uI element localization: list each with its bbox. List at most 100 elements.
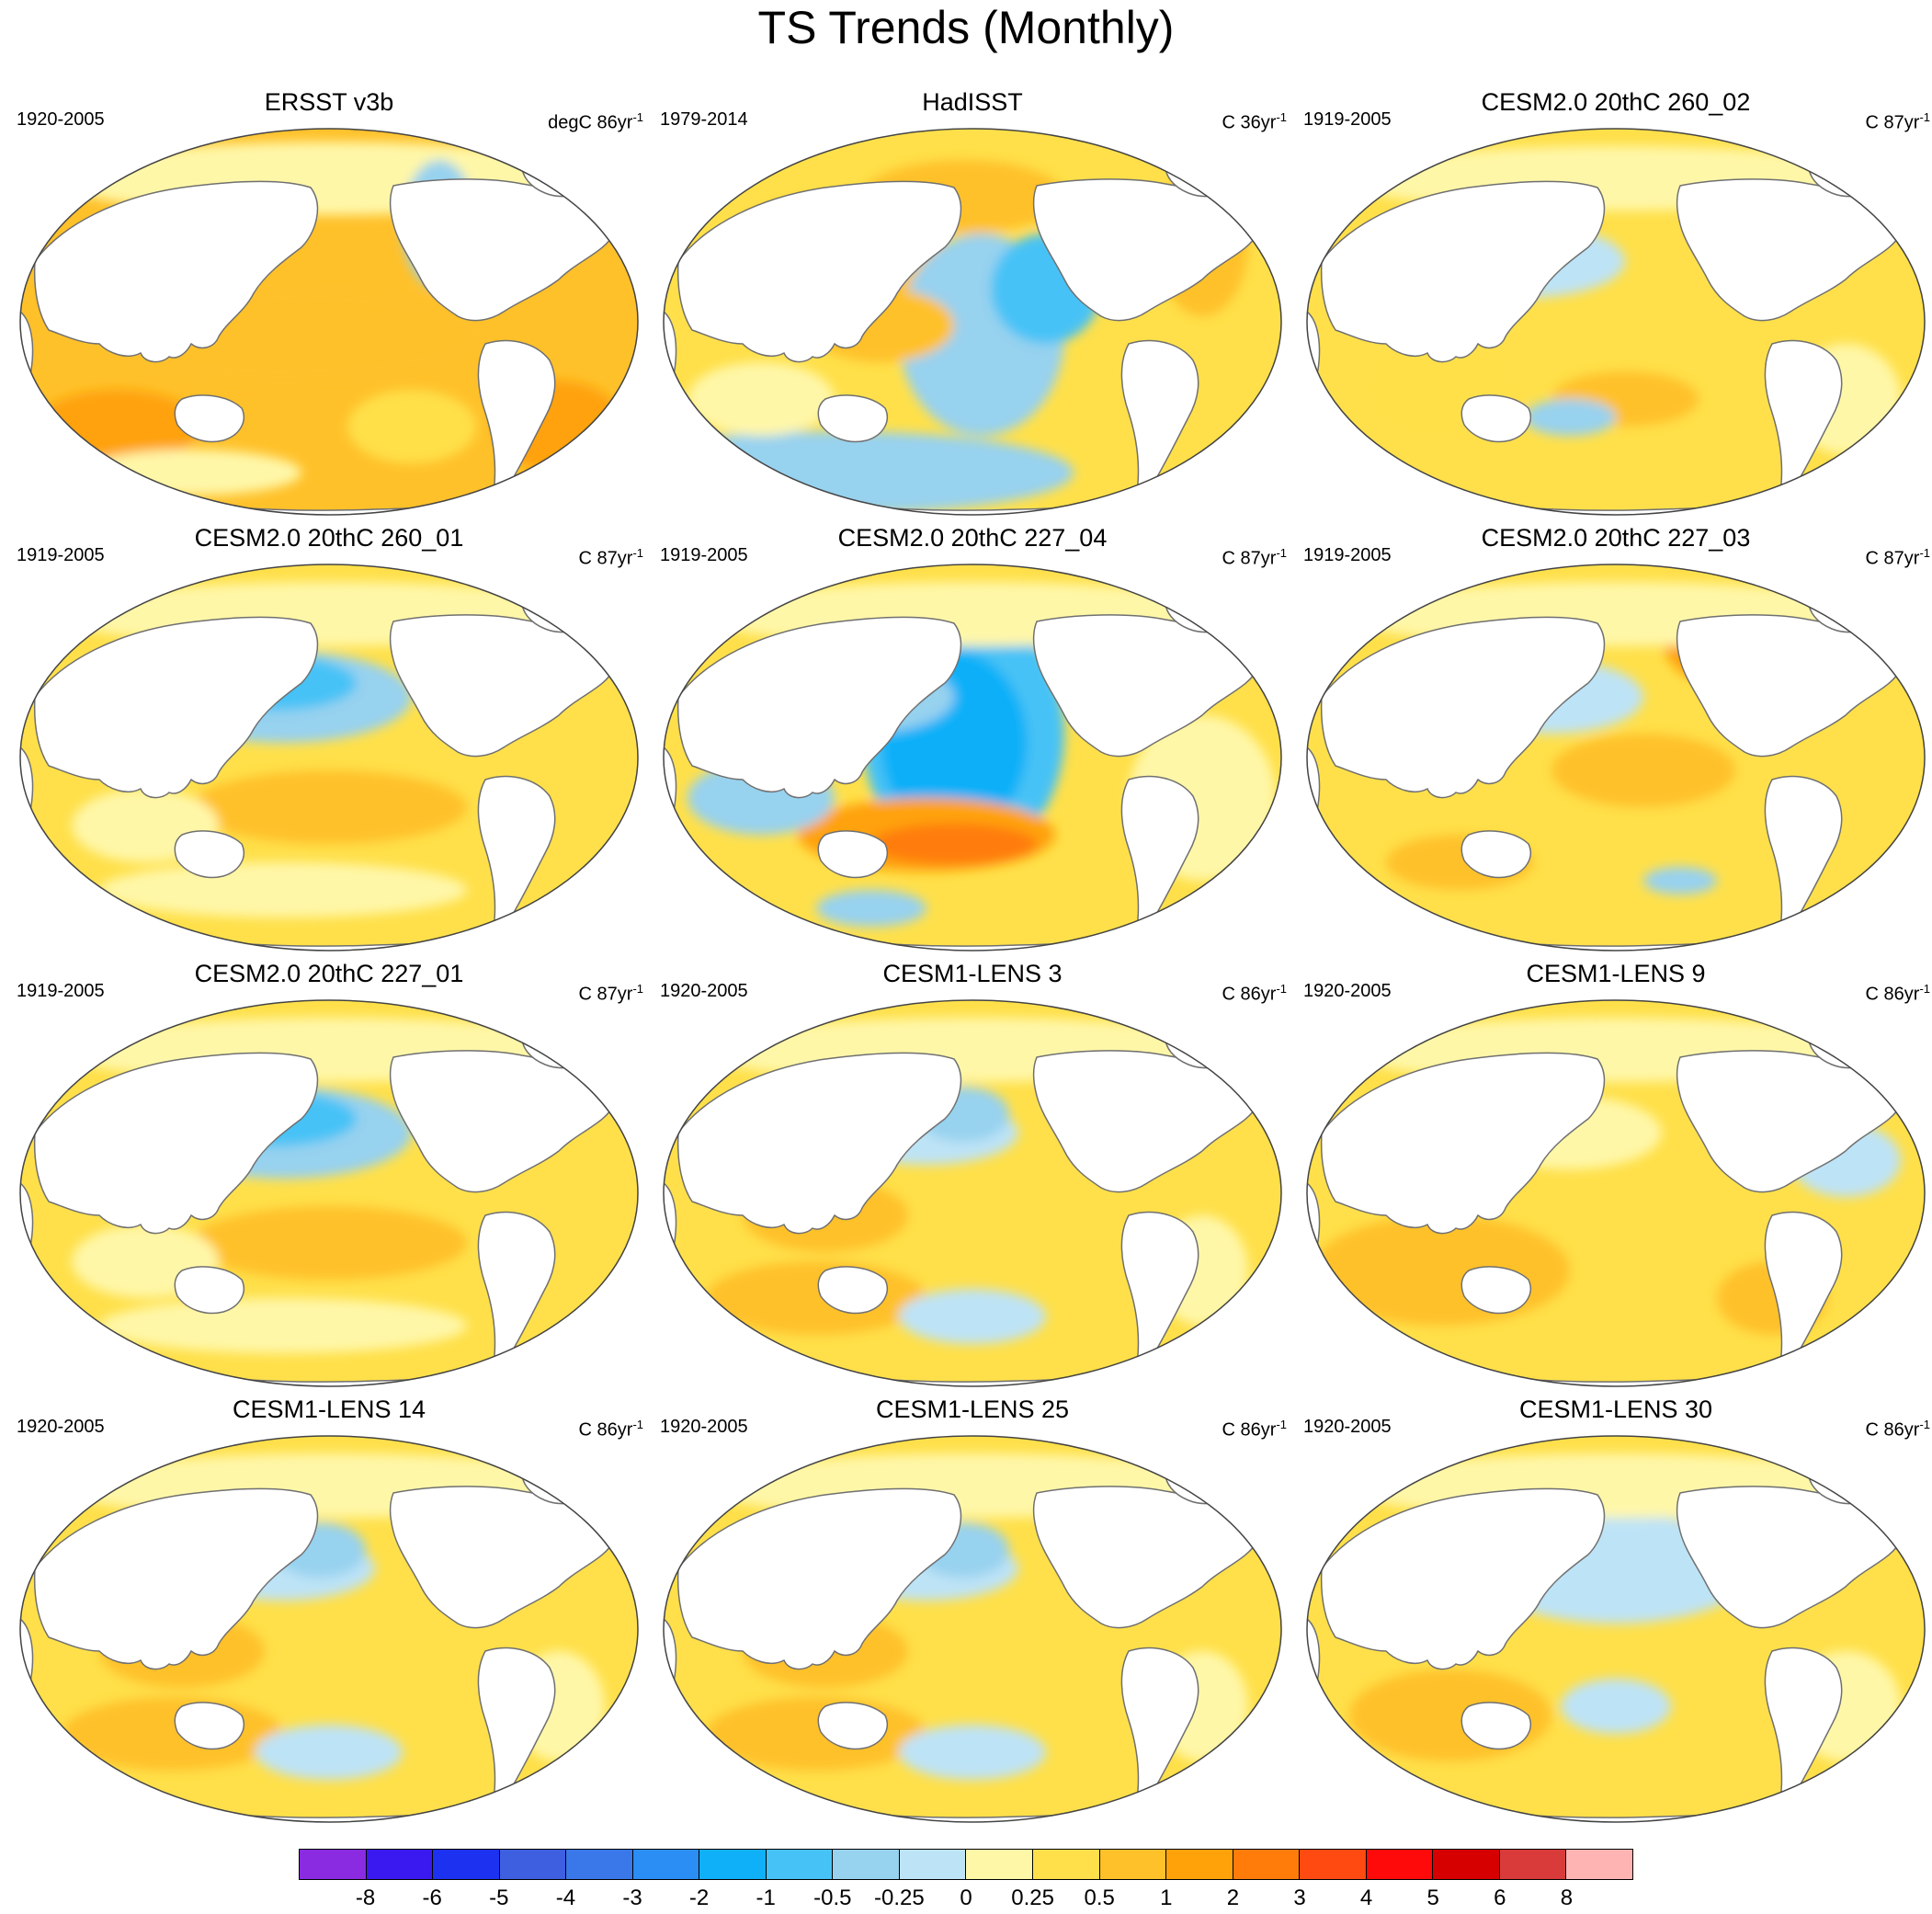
- panel-period: 1920-2005: [1303, 1417, 1392, 1437]
- panel-units-text: C 86yr: [1222, 1419, 1277, 1441]
- panel-units: C 86yr-1: [1866, 978, 1930, 1006]
- map-panel: CESM2.0 20thC 227_03 1919-2005 C 87yr-1: [1294, 524, 1932, 956]
- land-mass: [33, 616, 319, 799]
- panel-title: CESM1-LENS 3: [882, 960, 1063, 987]
- map-border: [19, 1435, 639, 1823]
- land-mass: [33, 1052, 319, 1235]
- panel-units-text: C 87yr: [1865, 548, 1920, 569]
- colorbar-tick-label: 3: [1293, 1886, 1306, 1910]
- trend-anomaly: [99, 862, 467, 917]
- trend-map: [19, 1435, 639, 1823]
- panel-units-text: C 87yr: [1865, 112, 1920, 133]
- trend-map: [663, 999, 1282, 1387]
- map-border: [19, 128, 639, 516]
- panel-period: 1979-2014: [660, 109, 748, 130]
- panel-units-exponent: -1: [632, 1418, 643, 1431]
- colorbar-swatch: [632, 1850, 700, 1879]
- panel-units-exponent: -1: [1276, 1418, 1287, 1431]
- panel-title: CESM1-LENS 14: [232, 1396, 426, 1423]
- colorbar-swatch: [366, 1850, 434, 1879]
- colorbar-tick-label: 5: [1426, 1886, 1439, 1910]
- trend-anomaly: [871, 824, 1037, 864]
- panel-units-text: degC 86yr: [548, 112, 633, 133]
- trend-anomaly: [81, 450, 301, 496]
- land-mass: [817, 394, 888, 443]
- trend-anomaly: [99, 1298, 467, 1353]
- map-border: [19, 564, 639, 951]
- land-mass: [1676, 614, 1902, 758]
- colorbar-swatch: [1499, 1850, 1567, 1879]
- land-mass: [817, 1266, 888, 1315]
- land-mass: [1032, 614, 1258, 758]
- panel-period: 1920-2005: [660, 1417, 748, 1437]
- land-mass: [676, 1487, 962, 1670]
- colorbar-labels: -8 -6 -5 -4 -3 -2 -1 -0.5 -0.25 0 0.25 0.5 1 2 3 4 5 6 8: [0, 1886, 1932, 1913]
- map-panel: CESM1-LENS 3 1920-2005 C 86yr-1: [651, 960, 1294, 1392]
- panel-units: C 87yr-1: [1222, 542, 1287, 570]
- panel-title: CESM1-LENS 9: [1526, 960, 1706, 987]
- map-panel: CESM1-LENS 30 1920-2005 C 86yr-1: [1294, 1396, 1932, 1828]
- trend-anomaly: [899, 1725, 1046, 1780]
- land-mass: [1676, 1486, 1902, 1629]
- trend-anomaly: [256, 1725, 403, 1780]
- colorbar-swatch: [1433, 1850, 1500, 1879]
- map-panel: CESM1-LENS 9 1920-2005 C 86yr-1: [1294, 960, 1932, 1392]
- colorbar-tick-label: 8: [1560, 1886, 1574, 1910]
- colorbar-swatch: [499, 1850, 567, 1879]
- trend-anomaly: [1551, 734, 1735, 807]
- panel-units-text: C 86yr: [1865, 1419, 1920, 1441]
- panel-title: HadISST: [922, 88, 1023, 116]
- trend-map: [663, 564, 1282, 951]
- panel-units: C 86yr-1: [1222, 978, 1287, 1006]
- trend-map: [663, 1435, 1282, 1823]
- land-mass: [1320, 1052, 1606, 1235]
- trend-anomaly: [688, 362, 835, 436]
- colorbar-swatch: [1566, 1850, 1632, 1879]
- panel-units-exponent: -1: [1919, 546, 1930, 560]
- panel-units-exponent: -1: [1276, 982, 1287, 996]
- map-border: [663, 128, 1282, 516]
- map-panel: ERSST v3b 1920-2005 degC 86yr-1: [7, 88, 651, 520]
- colorbar-swatch: [833, 1850, 900, 1879]
- trend-anomaly: [63, 1697, 283, 1771]
- land-mass: [389, 614, 615, 758]
- trend-anomaly: [816, 890, 926, 927]
- panel-units-text: C 86yr: [1865, 984, 1920, 1005]
- trend-anomaly: [1524, 399, 1616, 436]
- colorbar-swatch: [899, 1850, 967, 1879]
- trend-map: [19, 564, 639, 951]
- panel-units-exponent: -1: [632, 110, 643, 124]
- panel-units: C 36yr-1: [1222, 107, 1287, 134]
- panel-units: C 86yr-1: [1866, 1414, 1930, 1441]
- trend-anomaly: [899, 1289, 1046, 1344]
- map-panel: CESM1-LENS 25 1920-2005 C 86yr-1: [651, 1396, 1294, 1828]
- colorbar-swatch: [699, 1850, 767, 1879]
- map-panel: CESM2.0 20thC 260_02 1919-2005 C 87yr-1: [1294, 88, 1932, 520]
- trend-map: [1306, 999, 1926, 1387]
- colorbar-swatch: [300, 1850, 367, 1879]
- map-panel: CESM2.0 20thC 227_04 1919-2005 C 87yr-1: [651, 524, 1294, 956]
- panel-period: 1919-2005: [1303, 545, 1392, 565]
- panel-period: 1920-2005: [17, 109, 105, 130]
- land-mass: [174, 1266, 244, 1315]
- land-mass: [1320, 1487, 1606, 1670]
- land-mass: [389, 1050, 615, 1193]
- colorbar-tick-label: -6: [422, 1886, 442, 1910]
- map-panel: CESM2.0 20thC 227_01 1919-2005 C 87yr-1: [7, 960, 651, 1392]
- map-panel: CESM2.0 20thC 260_01 1919-2005 C 87yr-1: [7, 524, 651, 956]
- trend-map: [1306, 1435, 1926, 1823]
- panel-units-exponent: -1: [1919, 110, 1930, 124]
- figure-title: TS Trends (Monthly): [757, 2, 1175, 53]
- panel-period: 1919-2005: [1303, 109, 1392, 130]
- panel-period: 1919-2005: [17, 545, 105, 565]
- panel-title: CESM2.0 20thC 227_04: [837, 524, 1108, 552]
- colorbar-swatch: [966, 1850, 1034, 1879]
- map-border: [663, 999, 1282, 1387]
- map-border: [19, 999, 639, 1387]
- land-mass: [676, 180, 962, 363]
- panel-period: 1919-2005: [17, 981, 105, 1001]
- panel-period: 1920-2005: [660, 981, 748, 1001]
- land-mass: [389, 178, 615, 322]
- map-panel: HadISST 1979-2014 C 36yr-1: [651, 88, 1294, 520]
- panel-units: C 86yr-1: [1222, 1414, 1287, 1441]
